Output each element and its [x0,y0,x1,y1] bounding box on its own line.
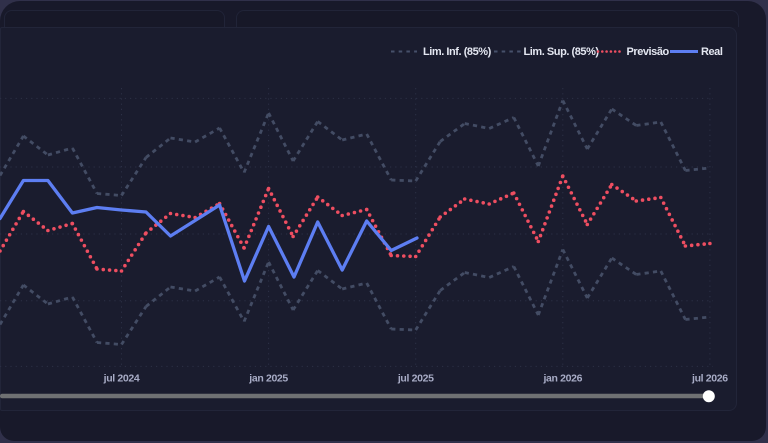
svg-text:Lim. Sup. (85%): Lim. Sup. (85%) [524,46,600,58]
svg-text:Lim. Inf. (85%): Lim. Inf. (85%) [423,46,492,58]
svg-text:jul 2026: jul 2026 [691,373,728,385]
svg-text:Real: Real [701,46,723,58]
svg-text:jan 2026: jan 2026 [542,373,582,385]
svg-text:jul 2024: jul 2024 [103,373,140,385]
svg-text:Previsão: Previsão [627,46,670,58]
svg-text:jul 2025: jul 2025 [397,373,434,385]
svg-text:jan 2025: jan 2025 [248,373,288,385]
